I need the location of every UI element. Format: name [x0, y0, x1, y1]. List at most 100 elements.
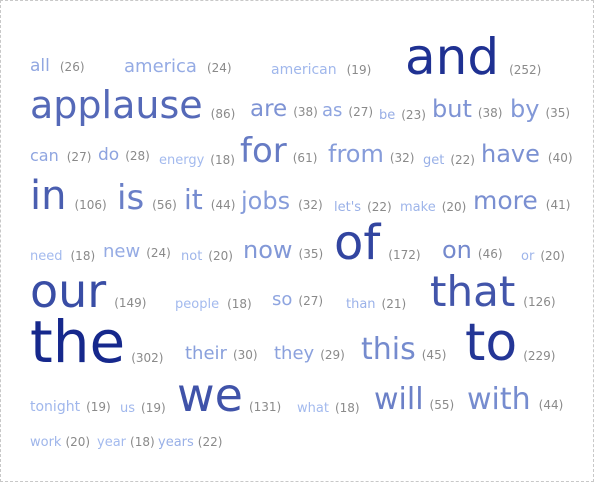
cloud-word-link[interactable]: or	[521, 249, 535, 264]
cloud-entry-energy: energy (18)	[159, 151, 235, 167]
word-count-label: (172)	[388, 248, 421, 262]
word-count-label: (23)	[401, 108, 426, 122]
cloud-word-link[interactable]: that	[430, 267, 516, 316]
cloud-word-link[interactable]: of	[334, 215, 381, 271]
cloud-word-link[interactable]: american	[271, 62, 337, 78]
cloud-word-link[interactable]: need	[30, 249, 63, 264]
cloud-word-link[interactable]: can	[30, 146, 59, 165]
word-count-label: (18)	[227, 297, 252, 311]
cloud-word-link[interactable]: and	[405, 28, 500, 86]
cloud-entry-now: now (35)	[243, 238, 323, 262]
cloud-word-link[interactable]: they	[274, 343, 315, 364]
cloud-word-link[interactable]: not	[181, 249, 203, 264]
cloud-word-link[interactable]: we	[177, 368, 243, 422]
cloud-entry-for: for (61)	[240, 134, 317, 168]
word-count-label: (27)	[298, 294, 324, 308]
cloud-word-link[interactable]: on	[442, 236, 472, 264]
cloud-word-link[interactable]: than	[346, 297, 376, 312]
word-count-label: (86)	[210, 107, 236, 121]
cloud-entry-people: people (18)	[175, 295, 252, 311]
cloud-word-link[interactable]: have	[481, 140, 540, 168]
cloud-word-link[interactable]: but	[432, 95, 472, 123]
cloud-word-link[interactable]: our	[30, 264, 107, 318]
word-count-label: (18)	[70, 249, 96, 263]
cloud-word-link[interactable]: applause	[30, 83, 203, 127]
cloud-word-link[interactable]: with	[467, 382, 531, 417]
cloud-word-link[interactable]: now	[243, 236, 293, 264]
word-count-label: (20)	[540, 249, 565, 263]
cloud-word-link[interactable]: make	[400, 200, 436, 215]
cloud-word-link[interactable]: energy	[159, 153, 205, 168]
cloud-entry-as: as (27)	[322, 102, 373, 120]
cloud-entry-jobs: jobs (32)	[241, 189, 323, 213]
cloud-entry-to: to (229)	[465, 317, 555, 369]
cloud-word-link[interactable]: all	[30, 56, 50, 76]
cloud-word-link[interactable]: in	[30, 173, 67, 219]
word-count-label: (56)	[152, 198, 177, 212]
cloud-entry-have: have (40)	[481, 142, 573, 166]
cloud-word-link[interactable]: for	[240, 131, 287, 171]
cloud-word-link[interactable]: what	[297, 401, 329, 416]
word-count-label: (19)	[141, 401, 166, 415]
cloud-word-link[interactable]: new	[103, 241, 141, 262]
word-count-label: (27)	[66, 150, 92, 164]
cloud-entry-on: on (46)	[442, 238, 503, 262]
cloud-word-link[interactable]: get	[423, 153, 445, 168]
word-count-label: (252)	[509, 63, 542, 77]
word-count-label: (149)	[114, 296, 147, 310]
cloud-word-link[interactable]: this	[361, 332, 416, 367]
word-count-label: (41)	[545, 198, 571, 212]
cloud-entry-they: they (29)	[274, 345, 345, 363]
cloud-entry-the: the (302)	[30, 313, 163, 371]
cloud-word-link[interactable]: jobs	[241, 187, 291, 215]
cloud-entry-not: not (20)	[181, 247, 233, 263]
cloud-entry-tonight: tonight (19)	[30, 398, 111, 414]
cloud-word-link[interactable]: us	[120, 401, 136, 416]
word-count-label: (40)	[547, 151, 573, 165]
cloud-word-link[interactable]: as	[322, 100, 343, 121]
cloud-word-link[interactable]: let's	[334, 200, 362, 215]
cloud-word-link[interactable]: their	[185, 343, 227, 364]
cloud-word-link[interactable]: from	[328, 140, 384, 168]
word-count-label: (38)	[293, 105, 318, 119]
cloud-word-link[interactable]: more	[473, 186, 538, 215]
cloud-entry-year: year (18)	[97, 433, 155, 449]
word-count-label: (35)	[545, 106, 571, 120]
cloud-word-link[interactable]: so	[272, 289, 293, 310]
cloud-word-link[interactable]: america	[124, 56, 197, 77]
cloud-entry-our: our (149)	[30, 268, 147, 314]
cloud-entry-that: that (126)	[430, 271, 556, 313]
word-count-label: (19)	[86, 400, 111, 414]
cloud-entry-with: with (44)	[467, 385, 563, 415]
cloud-word-link[interactable]: do	[98, 145, 120, 165]
cloud-word-link[interactable]: years	[158, 435, 194, 450]
cloud-word-link[interactable]: work	[30, 435, 62, 450]
cloud-word-link[interactable]: will	[374, 382, 424, 417]
word-count-label: (22)	[367, 200, 392, 214]
cloud-word-link[interactable]: be	[379, 108, 396, 123]
cloud-entry-new: new (24)	[103, 243, 171, 261]
cloud-entry-applause: applause (86)	[30, 86, 235, 124]
cloud-word-link[interactable]: tonight	[30, 399, 81, 415]
cloud-word-link[interactable]: by	[510, 95, 540, 123]
cloud-word-link[interactable]: is	[117, 178, 145, 218]
word-count-label: (22)	[197, 435, 223, 449]
word-count-label: (46)	[477, 247, 503, 261]
cloud-entry-their: their (30)	[185, 345, 258, 363]
cloud-entry-can: can (27)	[30, 148, 91, 164]
word-count-label: (45)	[421, 348, 447, 362]
word-count-label: (55)	[429, 398, 455, 412]
cloud-word-link[interactable]: people	[175, 297, 220, 312]
cloud-entry-are: are (38)	[250, 98, 318, 121]
cloud-word-link[interactable]: are	[250, 96, 288, 122]
word-count-label: (302)	[131, 351, 164, 365]
cloud-entry-or: or (20)	[521, 247, 565, 263]
cloud-entry-than: than (21)	[346, 295, 406, 311]
cloud-word-link[interactable]: year	[97, 435, 127, 450]
cloud-word-link[interactable]: it	[184, 183, 203, 216]
word-count-label: (18)	[334, 401, 360, 415]
cloud-word-link[interactable]: to	[465, 313, 518, 373]
cloud-word-link[interactable]: the	[30, 308, 126, 376]
cloud-entry-be: be (23)	[379, 106, 426, 122]
